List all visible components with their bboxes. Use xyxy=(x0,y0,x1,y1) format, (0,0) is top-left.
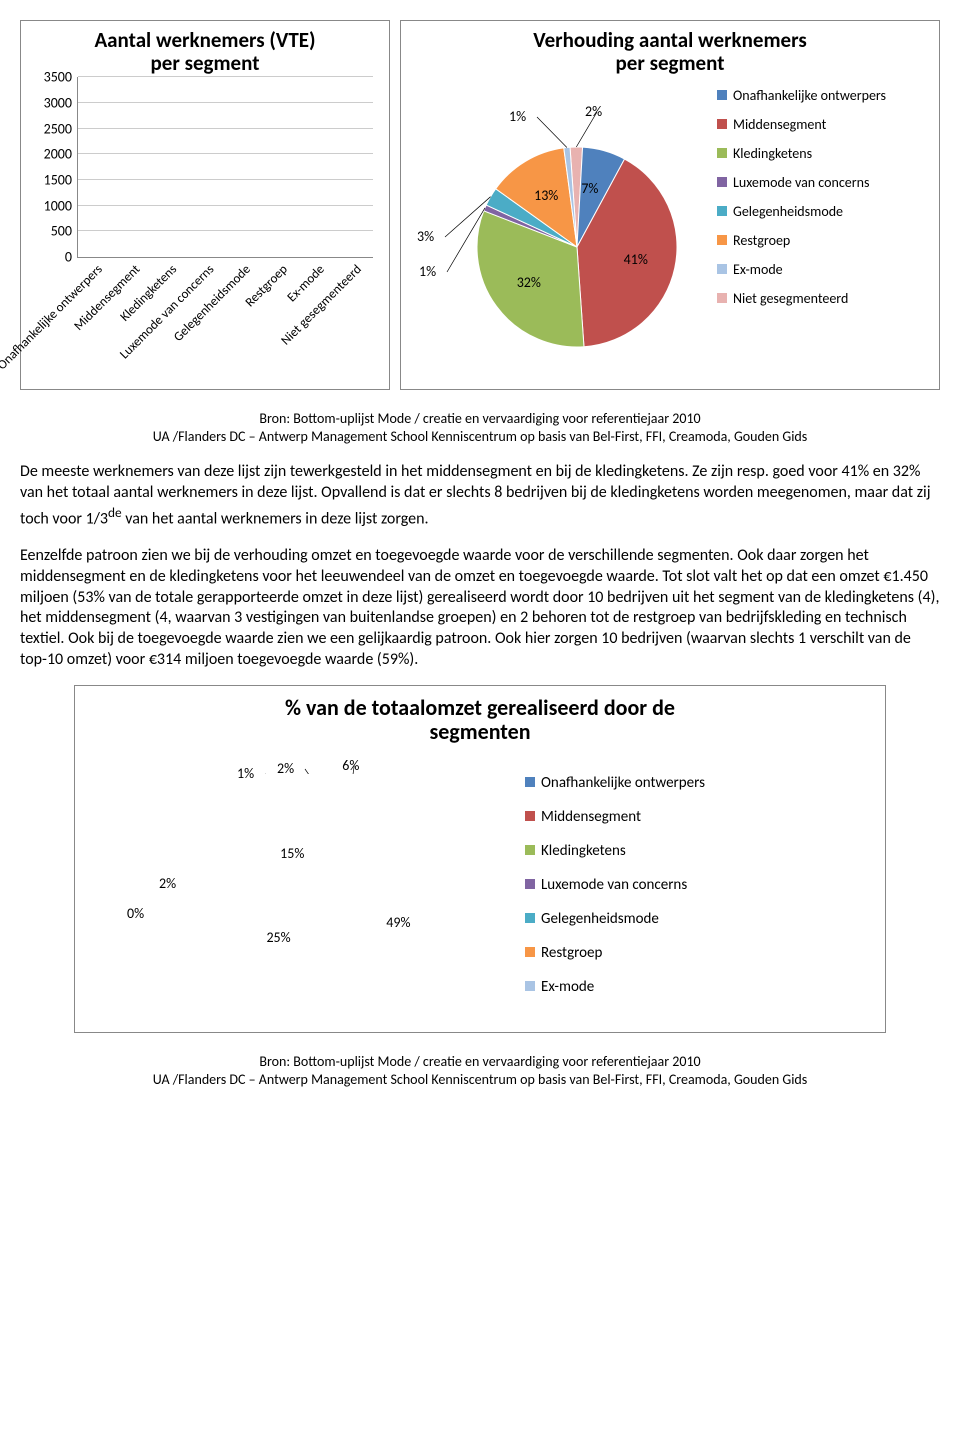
pie-label-kledingketens: 25% xyxy=(266,929,290,946)
legend-label: Restgroep xyxy=(733,232,790,249)
legend-item-gelegenheidsmode: Gelegenheidsmode xyxy=(717,203,933,220)
pie-bottom-title-line1: % van de totaalomzet gerealiseerd door d… xyxy=(285,694,675,721)
legend-swatch xyxy=(717,293,727,303)
source-line1: Bron: Bottom-uplijst Mode / creatie en v… xyxy=(259,410,700,427)
legend-swatch xyxy=(717,90,727,100)
pie-top-svg: 2% 7% 41% 32% 1% 3% 13% 1% xyxy=(407,77,717,377)
bar-chart-title: Aantal werknemers (VTE) per segment xyxy=(27,29,383,75)
pie-label-gelegenheidsmode: 3% xyxy=(417,228,434,245)
legend-swatch xyxy=(525,947,535,957)
pie-label-onafhankelijke: 6% xyxy=(342,757,359,774)
legend-item-exmode: Ex-mode xyxy=(525,978,875,996)
source-text-1: Bron: Bottom-uplijst Mode / creatie en v… xyxy=(20,410,940,446)
pie-label-restgroep: 13% xyxy=(534,187,558,204)
pie-top-legend: Onafhankelijke ontwerpers Middensegment Kl… xyxy=(717,77,933,377)
bar-ytick: 1500 xyxy=(44,172,78,189)
bar-ytick: 3000 xyxy=(44,94,78,111)
legend-label: Middensegment xyxy=(541,808,641,826)
bar-title-line2: per segment xyxy=(151,50,260,76)
pie-label-restgroep: 15% xyxy=(280,845,304,862)
legend-item-kledingketens: Kledingketens xyxy=(525,842,875,860)
bar-ytick: 2000 xyxy=(44,146,78,163)
legend-label: Luxemode van concerns xyxy=(541,876,687,894)
pie-bottom-panel: % van de totaalomzet gerealiseerd door d… xyxy=(74,685,886,1033)
pie-label-luxemode: 1% xyxy=(419,263,436,280)
pie-label-luxemode: 0% xyxy=(127,905,144,922)
legend-label: Luxemode van concerns xyxy=(733,174,869,191)
source-line2: UA /Flanders DC – Antwerp Management Sch… xyxy=(153,428,807,445)
legend-item-exmode: Ex-mode xyxy=(717,261,933,278)
pie-bottom-title-line2: segmenten xyxy=(429,718,530,745)
legend-swatch xyxy=(717,177,727,187)
legend-swatch xyxy=(525,913,535,923)
legend-swatch xyxy=(525,845,535,855)
legend-item-nietges: Niet gesegmenteerd xyxy=(717,290,933,307)
bar-plot-area: 0500100015002000250030003500 xyxy=(77,77,373,258)
legend-swatch xyxy=(717,235,727,245)
legend-item-restgroep: Restgroep xyxy=(525,944,875,962)
legend-item-luxemode: Luxemode van concerns xyxy=(525,876,875,894)
bar-ytick: 1000 xyxy=(44,197,78,214)
paragraph-1: De meeste werknemers van deze lijst zijn… xyxy=(20,462,940,530)
legend-item-middensegment: Middensegment xyxy=(717,116,933,133)
legend-item-middensegment: Middensegment xyxy=(525,808,875,826)
pie-label-onafhankelijke: 7% xyxy=(581,180,598,197)
legend-label: Restgroep xyxy=(541,944,602,962)
pie-top-title-line2: per segment xyxy=(616,50,725,76)
legend-label: Middensegment xyxy=(733,116,826,133)
legend-label: Gelegenheidsmode xyxy=(541,910,659,928)
legend-item-restgroep: Restgroep xyxy=(717,232,933,249)
legend-item-luxemode: Luxemode van concerns xyxy=(717,174,933,191)
legend-swatch xyxy=(717,206,727,216)
legend-item-onafhankelijke: Onafhankelijke ontwerpers xyxy=(525,774,875,792)
pie-label-nietges: 2% xyxy=(585,103,602,120)
pie-label-exmode: 1% xyxy=(509,108,526,125)
legend-swatch xyxy=(717,119,727,129)
legend-item-onafhankelijke: Onafhankelijke ontwerpers xyxy=(717,87,933,104)
legend-label: Ex-mode xyxy=(541,978,594,996)
legend-swatch xyxy=(525,811,535,821)
pie-bottom-svg: 2% 6% 49% 25% 0% 2% 15% 1% xyxy=(85,754,525,1012)
bar-ytick: 500 xyxy=(51,223,78,240)
pie-label-kledingketens: 32% xyxy=(517,274,541,291)
pie-top-title-line1: Verhouding aantal werknemers xyxy=(533,27,806,53)
legend-swatch xyxy=(525,777,535,787)
bar-title-line1: Aantal werknemers (VTE) xyxy=(94,27,315,53)
paragraph-2: Eenzelfde patroon zien we bij de verhoud… xyxy=(20,546,940,671)
bar-x-labels: Onafhankelijke ontwerpersMiddensegmentKl… xyxy=(77,258,373,378)
pie-label-middensegment: 41% xyxy=(624,251,648,268)
legend-label: Kledingketens xyxy=(541,842,626,860)
legend-swatch xyxy=(525,879,535,889)
legend-label: Gelegenheidsmode xyxy=(733,203,843,220)
bar-ytick: 2500 xyxy=(44,120,78,137)
bar-ytick: 3500 xyxy=(44,69,78,86)
legend-label: Onafhankelijke ontwerpers xyxy=(541,774,705,792)
legend-label: Onafhankelijke ontwerpers xyxy=(733,87,886,104)
source-text-2: Bron: Bottom-uplijst Mode / creatie en v… xyxy=(20,1053,940,1089)
pie-label-gelegenheidsmode: 2% xyxy=(159,875,176,892)
legend-label: Niet gesegmenteerd xyxy=(733,290,848,307)
pie-label-middensegment: 49% xyxy=(386,914,410,931)
legend-swatch xyxy=(717,148,727,158)
legend-swatch xyxy=(525,981,535,991)
pie-top-title: Verhouding aantal werknemers per segment xyxy=(407,29,933,75)
bar-chart-panel: Aantal werknemers (VTE) per segment 0500… xyxy=(20,20,390,390)
legend-label: Kledingketens xyxy=(733,145,812,162)
pie-label-nietges: 1% xyxy=(237,765,254,782)
legend-item-gelegenheidsmode: Gelegenheidsmode xyxy=(525,910,875,928)
legend-label: Ex-mode xyxy=(733,261,783,278)
legend-item-kledingketens: Kledingketens xyxy=(717,145,933,162)
pie-label-exmode: 2% xyxy=(277,760,294,777)
pie-bottom-title: % van de totaalomzet gerealiseerd door d… xyxy=(85,696,875,744)
pie-bottom-legend: Onafhankelijke ontwerpers Middensegment Kl… xyxy=(525,754,875,1012)
pie-top-panel: Verhouding aantal werknemers per segment… xyxy=(400,20,940,390)
legend-swatch xyxy=(717,264,727,274)
